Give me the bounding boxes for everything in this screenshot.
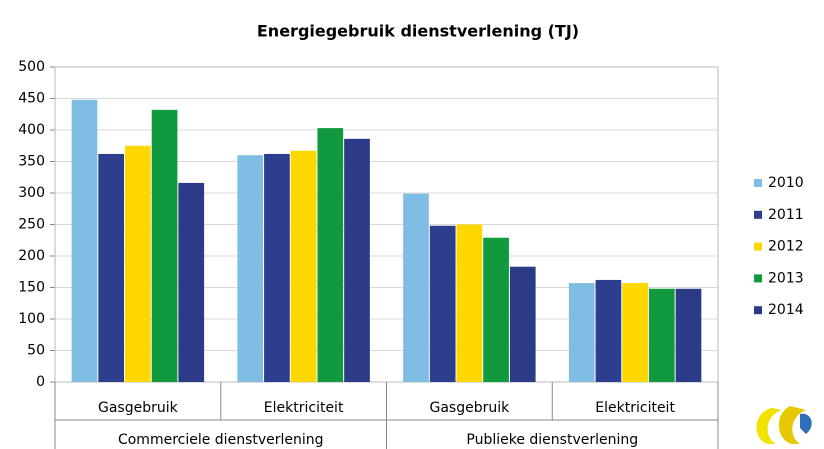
legend-label: 2012 — [768, 239, 804, 255]
logo — [756, 406, 812, 444]
bar — [290, 150, 317, 382]
y-tick-label: 50 — [27, 343, 45, 359]
bar — [317, 128, 344, 382]
y-tick-label: 200 — [18, 248, 45, 264]
bar — [178, 182, 205, 382]
legend-swatch — [754, 179, 762, 187]
y-tick-label: 0 — [36, 374, 45, 390]
bar — [648, 288, 675, 382]
bar — [429, 225, 456, 382]
y-tick-label: 150 — [18, 280, 45, 296]
y-tick-label: 100 — [18, 311, 45, 327]
y-tick-label: 450 — [18, 91, 45, 107]
legend-label: 2011 — [768, 207, 804, 223]
bar — [568, 283, 595, 382]
chart-title: Energiegebruik dienstverlening (TJ) — [257, 22, 579, 41]
bar — [71, 99, 98, 382]
group-label: Commerciele dienstverlening — [118, 432, 324, 448]
bar — [125, 145, 151, 382]
legend-label: 2013 — [768, 270, 804, 286]
x-tick-label: Gasgebruik — [98, 400, 179, 416]
x-tick-label: Elektriciteit — [264, 400, 344, 416]
bar — [151, 109, 178, 382]
x-tick-label: Elektriciteit — [595, 400, 675, 416]
y-tick-label: 350 — [18, 154, 45, 170]
bar — [344, 138, 370, 382]
x-tick-label: Gasgebruik — [430, 400, 511, 416]
y-tick-label: 400 — [18, 122, 45, 138]
bar — [509, 266, 536, 382]
bar — [98, 153, 125, 382]
bar — [456, 224, 483, 382]
legend-swatch — [754, 306, 762, 315]
legend-swatch — [754, 274, 762, 283]
legend-swatch — [754, 242, 762, 251]
bar — [264, 153, 290, 382]
group-label: Publieke dienstverlening — [466, 432, 638, 448]
legend-label: 2014 — [768, 302, 804, 318]
bar — [622, 283, 648, 382]
legend-swatch — [754, 210, 762, 219]
y-tick-label: 250 — [18, 217, 45, 233]
legend-label: 2010 — [768, 175, 804, 191]
bar — [403, 193, 429, 382]
bar — [675, 288, 702, 382]
bar — [595, 279, 622, 382]
bar — [237, 155, 264, 382]
bar — [483, 237, 509, 382]
y-tick-label: 500 — [18, 59, 45, 75]
y-tick-label: 300 — [18, 185, 45, 201]
